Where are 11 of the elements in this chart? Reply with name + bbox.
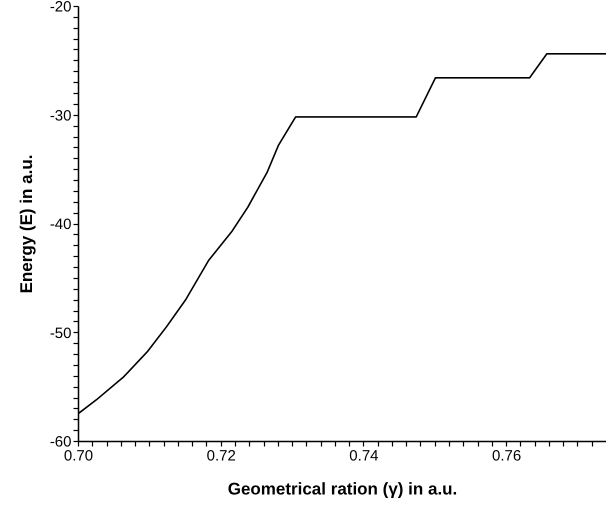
y-tick-label: -40 — [50, 216, 72, 233]
y-tick-label: -50 — [50, 324, 72, 342]
y-tick-label: -20 — [50, 0, 72, 16]
x-tick-label: 0.70 — [64, 448, 94, 464]
x-tick-label: 0.74 — [349, 448, 379, 464]
x-tick-label: 0.76 — [492, 448, 522, 464]
y-tick-label: -60 — [50, 434, 72, 450]
y-tick-label: -30 — [50, 107, 72, 124]
y-axis-title: Energy (E) in a.u. — [16, 154, 36, 294]
x-axis-title: Geometrical ration (γ) in a.u. — [228, 480, 458, 498]
x-tick-label: 0.72 — [206, 448, 236, 464]
